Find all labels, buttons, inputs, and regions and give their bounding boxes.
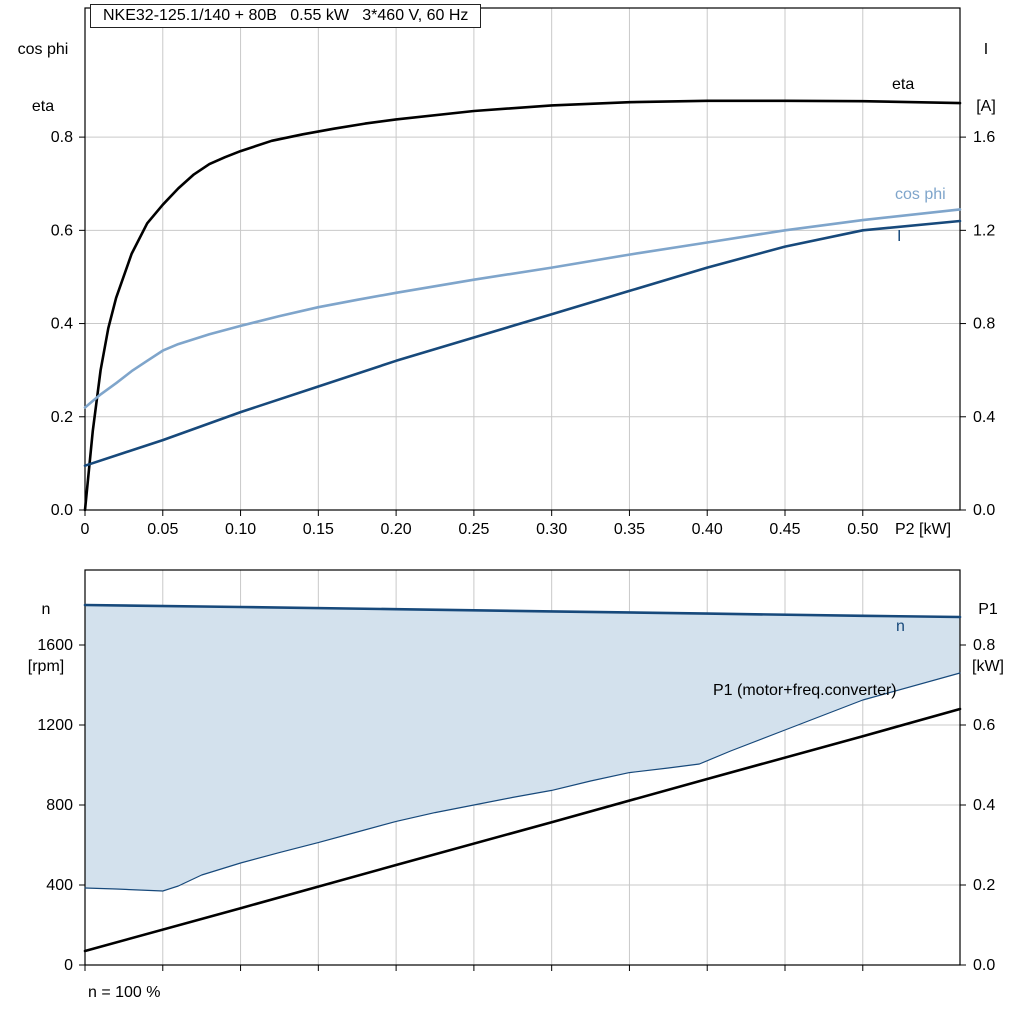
p1-curve-label: P1 (motor+freq.converter) (713, 682, 897, 699)
series-n_min (84, 672, 961, 892)
x-axis-title: P2 [kW] (895, 521, 952, 538)
right-tick-label: 1.6 (973, 129, 995, 146)
left-tick-label: 400 (46, 877, 73, 894)
speed-curve-label: n (896, 618, 905, 635)
plot-border (84, 569, 961, 966)
right-tick-label: 0.6 (973, 717, 995, 734)
series-n (83, 603, 962, 619)
axis-title-line: [A] (976, 98, 996, 115)
axis-title-line: I (983, 41, 989, 58)
left-tick-label: 1200 (37, 717, 73, 734)
left-tick-label: 800 (46, 797, 73, 814)
axis-title-line: P1 (978, 601, 998, 618)
right-tick-label: 0.8 (973, 637, 995, 654)
x-tick-label: 0.50 (847, 521, 878, 538)
x-tick-label: 0.05 (147, 521, 178, 538)
axis-title-line: [kW] (972, 658, 1004, 675)
x-tick-label: 0.35 (614, 521, 645, 538)
right-tick-label: 0.4 (973, 797, 995, 814)
top-right-axis-title: I [A] (960, 2, 1012, 154)
x-tick-label: 0.10 (225, 521, 256, 538)
right-tick-label: 0.0 (973, 957, 995, 974)
series-cos_phi (83, 208, 962, 409)
left-tick-label: 0.4 (51, 316, 73, 333)
x-tick-label: 0 (81, 521, 90, 538)
bottom-right-axis-title: P1 [kW] (960, 562, 1016, 714)
x-tick-label: 0.30 (536, 521, 567, 538)
current-curve-label: I (897, 228, 902, 245)
axis-title-line: cos phi (17, 41, 69, 58)
plot-border (84, 7, 961, 511)
series-P1 (83, 707, 962, 953)
axis-title-line: [rpm] (27, 658, 65, 675)
cos-phi-curve-label: cos phi (895, 186, 946, 203)
series-I (83, 219, 962, 467)
bottom-left-axis-title: n [rpm] (12, 562, 80, 714)
speed-annotation: n = 100 % (88, 984, 161, 1001)
speed-control-band (85, 605, 960, 891)
axis-title-line: eta (31, 98, 55, 115)
eta-curve-label: eta (892, 76, 915, 93)
left-tick-label: 0.0 (51, 502, 73, 519)
left-tick-label: 1600 (37, 637, 73, 654)
x-tick-label: 0.20 (381, 521, 412, 538)
left-tick-label: 0.8 (51, 129, 73, 146)
right-tick-label: 0.0 (973, 502, 995, 519)
right-tick-label: 0.4 (973, 409, 995, 426)
x-tick-label: 0.40 (692, 521, 723, 538)
chart-title-box: NKE32-125.1/140 + 80B 0.55 kW 3*460 V, 6… (90, 4, 482, 28)
x-tick-label: 0.15 (303, 521, 334, 538)
right-tick-label: 1.2 (973, 222, 995, 239)
right-tick-label: 0.8 (973, 316, 995, 333)
left-tick-label: 0 (64, 957, 73, 974)
left-tick-label: 0.6 (51, 222, 73, 239)
series-eta (83, 99, 962, 512)
left-tick-label: 0.2 (51, 409, 73, 426)
x-tick-label: 0.25 (458, 521, 489, 538)
x-tick-label: 0.45 (769, 521, 800, 538)
top-left-axis-title: cos phi eta (6, 2, 80, 154)
right-tick-label: 0.2 (973, 877, 995, 894)
axis-title-line: n (41, 601, 51, 618)
